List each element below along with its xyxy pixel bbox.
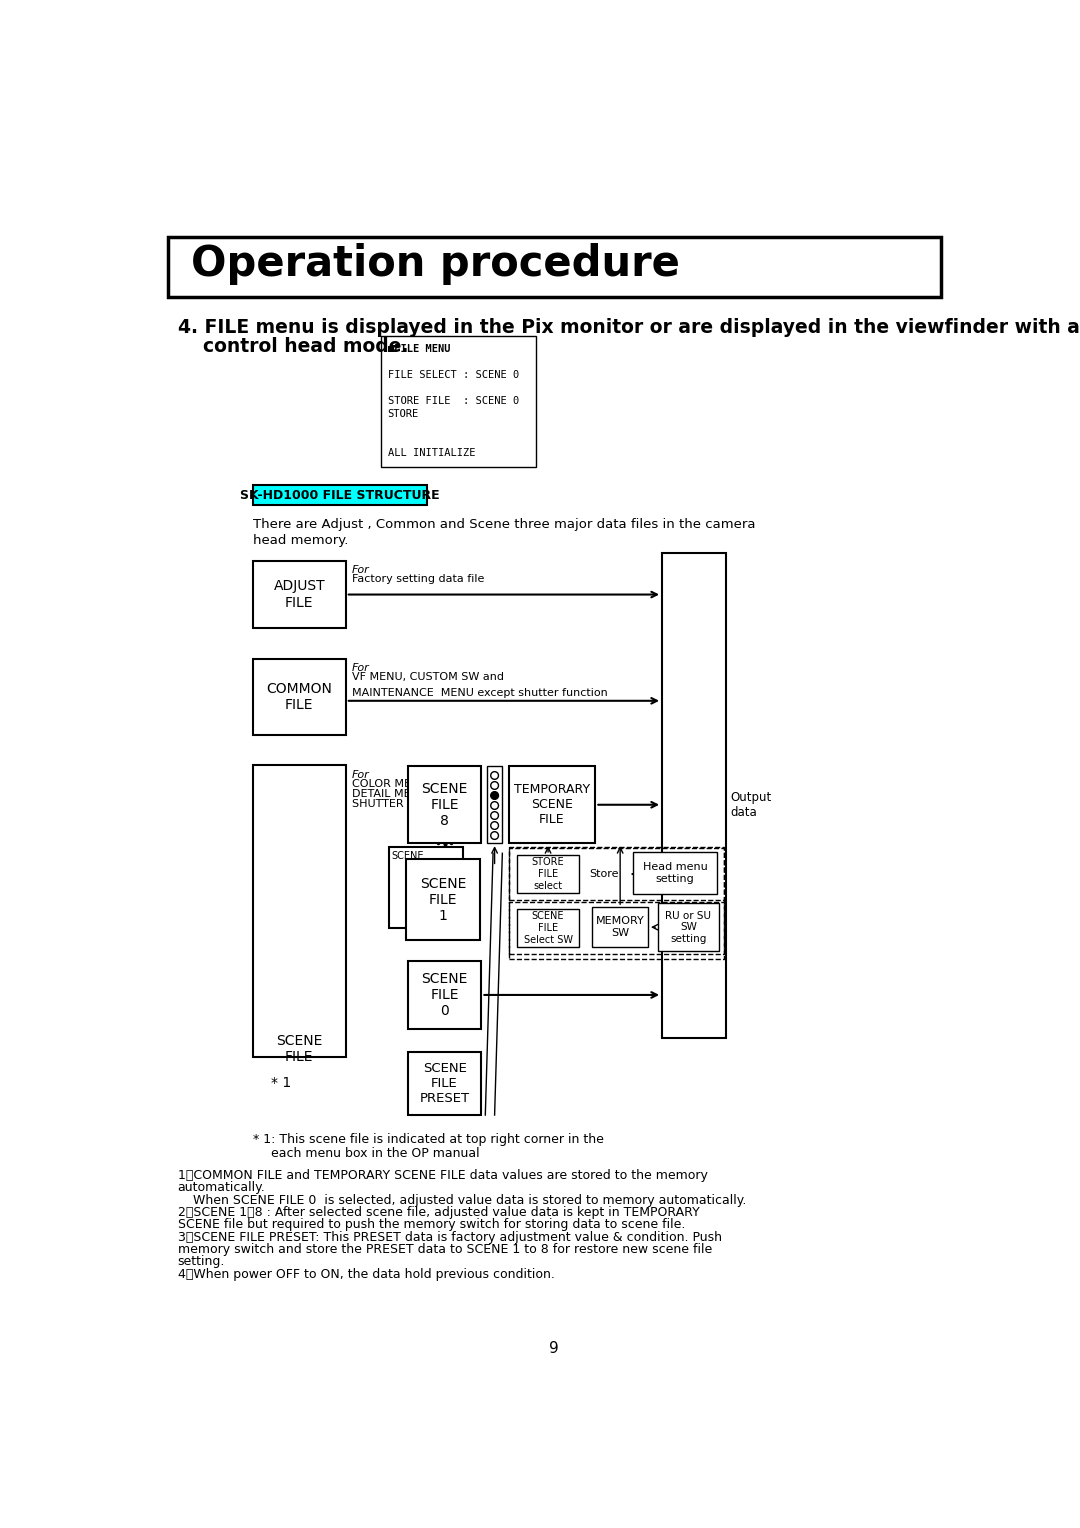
Text: FILE SELECT : SCENE 0: FILE SELECT : SCENE 0 — [388, 370, 518, 379]
Bar — [509, 766, 595, 843]
Text: control head mode.: control head mode. — [203, 338, 408, 356]
Bar — [381, 336, 537, 466]
Bar — [510, 848, 724, 900]
Bar — [408, 766, 482, 843]
Text: * 1: This scene file is indicated at top right corner in the: * 1: This scene file is indicated at top… — [253, 1132, 604, 1146]
Text: SCENE
FILE
2: SCENE FILE 2 — [406, 866, 449, 909]
Text: Store: Store — [589, 869, 619, 879]
Text: ALL INITIALIZE: ALL INITIALIZE — [388, 448, 475, 458]
Text: SCENE
FILE
1: SCENE FILE 1 — [420, 877, 467, 923]
Bar — [253, 659, 346, 735]
Text: ■FILE MENU: ■FILE MENU — [388, 344, 450, 353]
Text: SHUTTER MENU: SHUTTER MENU — [352, 799, 441, 810]
Text: memory switch and store the PRESET data to SCENE 1 to 8 for restore new scene fi: memory switch and store the PRESET data … — [177, 1242, 712, 1256]
Circle shape — [490, 831, 499, 839]
Text: SK-HD1000 FILE STRUCTURE: SK-HD1000 FILE STRUCTURE — [240, 489, 440, 501]
Text: For: For — [352, 663, 369, 672]
Text: Operation procedure: Operation procedure — [191, 243, 679, 286]
Text: SCENE file but required to push the memory switch for storing data to scene file: SCENE file but required to push the memo… — [177, 1218, 685, 1232]
Text: TEMPORARY
SCENE
FILE: TEMPORARY SCENE FILE — [514, 784, 590, 827]
Bar — [253, 764, 346, 1057]
Text: MAINTENANCE  MENU except shutter function: MAINTENANCE MENU except shutter function — [352, 689, 608, 698]
Text: STORE FILE  : SCENE 0: STORE FILE : SCENE 0 — [388, 396, 518, 406]
Text: VF MENU, CUSTOM SW and: VF MENU, CUSTOM SW and — [352, 672, 504, 683]
Text: 3．SCENE FILE PRESET: This PRESET data is factory adjustment value & condition. P: 3．SCENE FILE PRESET: This PRESET data is… — [177, 1230, 721, 1244]
Text: For: For — [352, 564, 369, 575]
Text: COMMON
FILE: COMMON FILE — [267, 681, 333, 712]
Bar — [592, 908, 648, 947]
Bar — [510, 902, 724, 953]
Bar — [633, 851, 717, 894]
Bar — [406, 859, 480, 940]
Circle shape — [490, 822, 499, 830]
Text: * 1: * 1 — [271, 1077, 291, 1091]
Bar — [253, 561, 346, 628]
Bar — [253, 486, 428, 506]
Text: 4. FILE menu is displayed in the Pix monitor or are displayed in the viewfinder : 4. FILE menu is displayed in the Pix mon… — [177, 318, 1080, 338]
Text: Output
data: Output data — [730, 792, 771, 819]
Text: head memory.: head memory. — [253, 533, 348, 547]
Text: STORE
FILE
select: STORE FILE select — [531, 857, 565, 891]
Circle shape — [490, 792, 499, 799]
Text: SCENE
FILE: SCENE FILE — [276, 1034, 323, 1065]
Circle shape — [490, 811, 499, 819]
Text: each menu box in the OP manual: each menu box in the OP manual — [271, 1148, 480, 1160]
Text: SCENE
FILE
Select SW: SCENE FILE Select SW — [524, 911, 572, 944]
Text: DETAIL MENU: DETAIL MENU — [352, 790, 427, 799]
Text: MEMORY
SW: MEMORY SW — [596, 917, 645, 938]
Bar — [487, 766, 502, 843]
Circle shape — [490, 782, 499, 790]
Text: automatically.: automatically. — [177, 1181, 266, 1195]
Text: STORE: STORE — [388, 410, 419, 419]
Text: 2．SCENE 1～8 : After selected scene file, adjusted value data is kept in TEMPORAR: 2．SCENE 1～8 : After selected scene file,… — [177, 1206, 700, 1219]
Text: ADJUST
FILE: ADJUST FILE — [273, 579, 325, 610]
Bar — [167, 237, 941, 298]
Text: There are Adjust , Common and Scene three major data files in the camera: There are Adjust , Common and Scene thre… — [253, 518, 755, 532]
Text: SCENE
FILE
0: SCENE FILE 0 — [421, 972, 468, 1018]
Text: Head menu
setting: Head menu setting — [643, 862, 707, 883]
Circle shape — [490, 772, 499, 779]
Bar — [509, 847, 724, 958]
Text: SCENE: SCENE — [392, 851, 424, 860]
Text: When SCENE FILE 0  is selected, adjusted value data is stored to memory automati: When SCENE FILE 0 is selected, adjusted … — [193, 1193, 746, 1207]
Text: RU or SU
SW
setting: RU or SU SW setting — [665, 911, 712, 944]
Bar — [389, 847, 463, 927]
Text: setting.: setting. — [177, 1254, 225, 1268]
Text: Factory setting data file: Factory setting data file — [352, 573, 484, 584]
Text: SCENE
FILE
8: SCENE FILE 8 — [421, 781, 468, 828]
Text: 1．COMMON FILE and TEMPORARY SCENE FILE data values are stored to the memory: 1．COMMON FILE and TEMPORARY SCENE FILE d… — [177, 1169, 707, 1183]
Text: COLOR MENU: COLOR MENU — [352, 779, 428, 790]
Bar — [658, 903, 718, 950]
Bar — [517, 854, 579, 894]
Circle shape — [490, 802, 499, 810]
Text: 9: 9 — [549, 1340, 558, 1355]
Bar — [662, 553, 726, 1038]
Bar — [517, 909, 579, 947]
Text: For: For — [352, 770, 369, 781]
Text: SCENE
FILE
PRESET: SCENE FILE PRESET — [419, 1062, 470, 1105]
Text: 4．When power OFF to ON, the data hold previous condition.: 4．When power OFF to ON, the data hold pr… — [177, 1268, 554, 1280]
Bar — [408, 961, 482, 1028]
Bar — [408, 1051, 482, 1115]
